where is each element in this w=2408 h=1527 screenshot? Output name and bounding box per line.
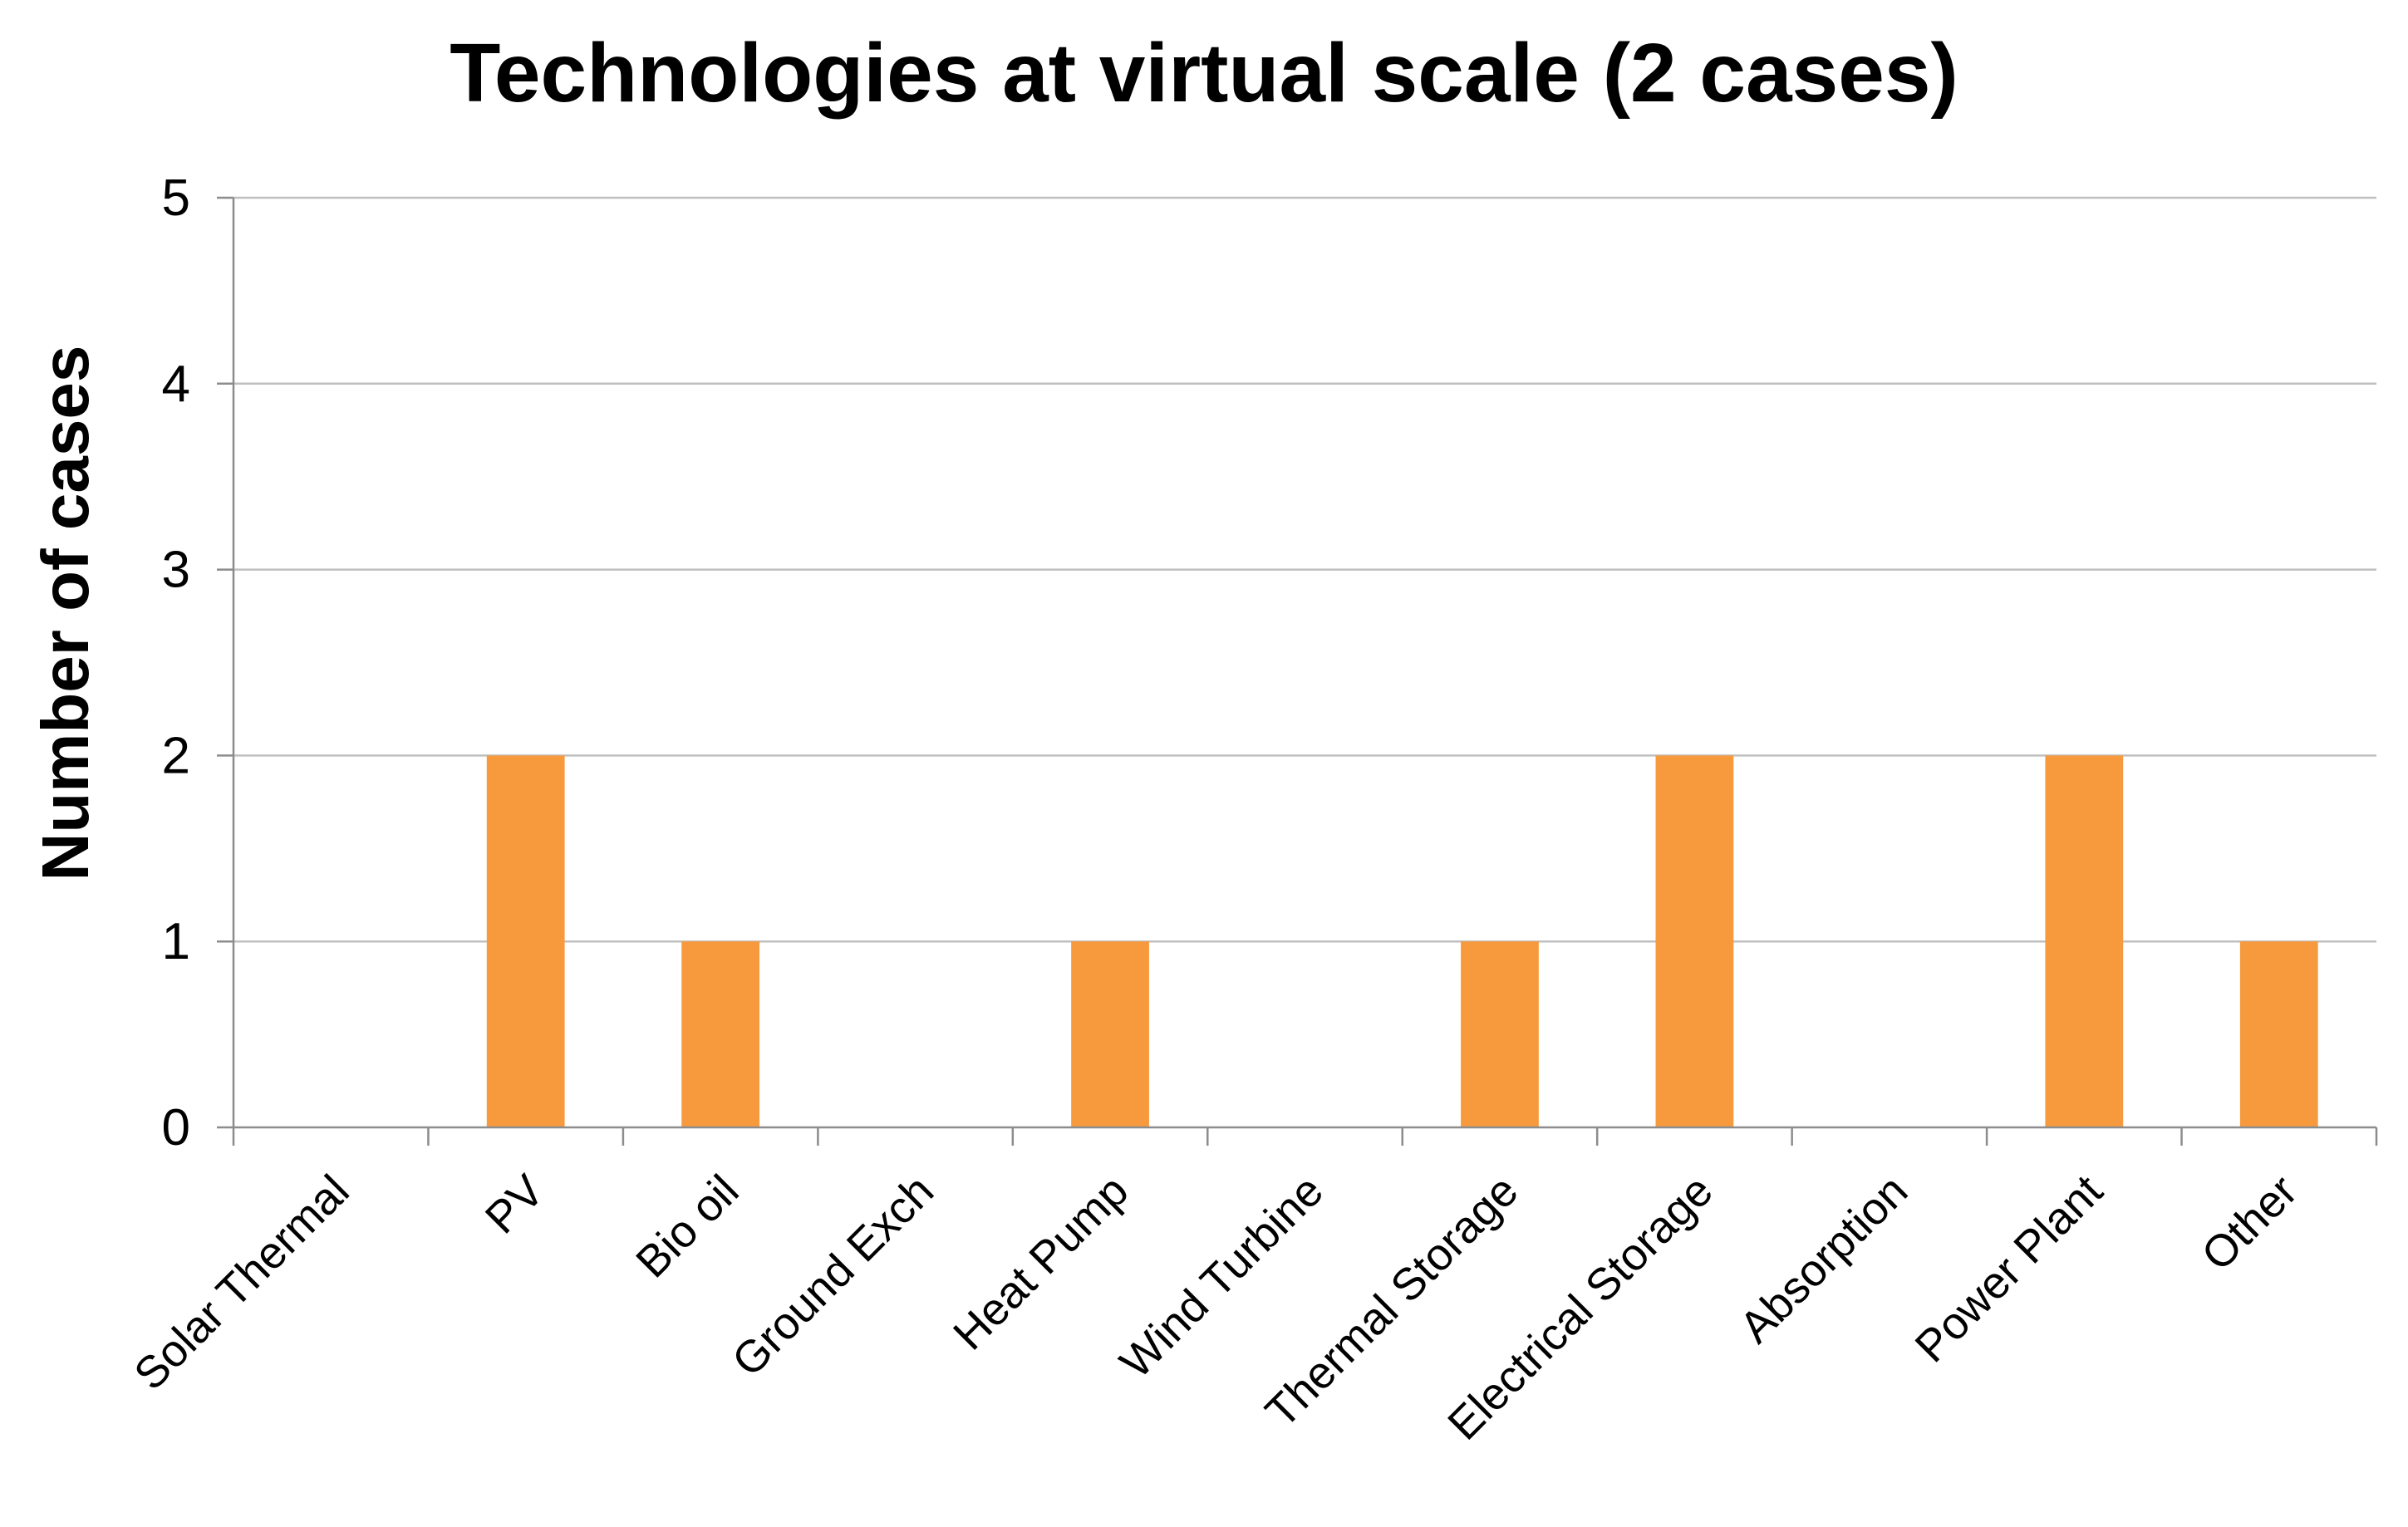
bars	[486, 755, 2318, 1127]
x-tick-label: Bio oil	[627, 1166, 748, 1287]
gridlines	[233, 196, 2376, 943]
x-tick-label: Solar Thermal	[125, 1166, 359, 1400]
x-tick-label: Other	[2192, 1166, 2307, 1280]
bar	[1655, 755, 1734, 1127]
y-axis-label: Number of cases	[28, 346, 102, 881]
bar	[681, 941, 760, 1127]
x-tick-label: Wind Turbine	[1111, 1166, 1333, 1387]
bar	[2239, 941, 2318, 1127]
x-tick-label: Power Plant	[1905, 1166, 2111, 1372]
y-tick-label: 3	[162, 542, 190, 599]
y-tick-label: 5	[162, 169, 190, 227]
y-tick-labels: 0 1 2 3 4 5	[162, 169, 190, 1156]
bar	[2045, 755, 2124, 1127]
y-tick-label: 2	[162, 727, 190, 784]
axes	[217, 196, 2378, 1146]
y-tick-label: 1	[162, 913, 190, 970]
y-tick-label: 0	[162, 1099, 190, 1156]
bar	[1071, 941, 1149, 1127]
x-tick-label: Heat Pump	[944, 1166, 1138, 1359]
x-tick-label: Ground Exch	[723, 1166, 943, 1386]
x-tick-label: Absorption	[1730, 1166, 1917, 1353]
y-tick-label: 4	[162, 356, 190, 413]
bar	[1461, 941, 1539, 1127]
x-tick-label: PV	[476, 1166, 553, 1243]
chart-title: Technologies at virtual scale (2 cases)	[450, 27, 1958, 120]
bar	[486, 755, 565, 1127]
